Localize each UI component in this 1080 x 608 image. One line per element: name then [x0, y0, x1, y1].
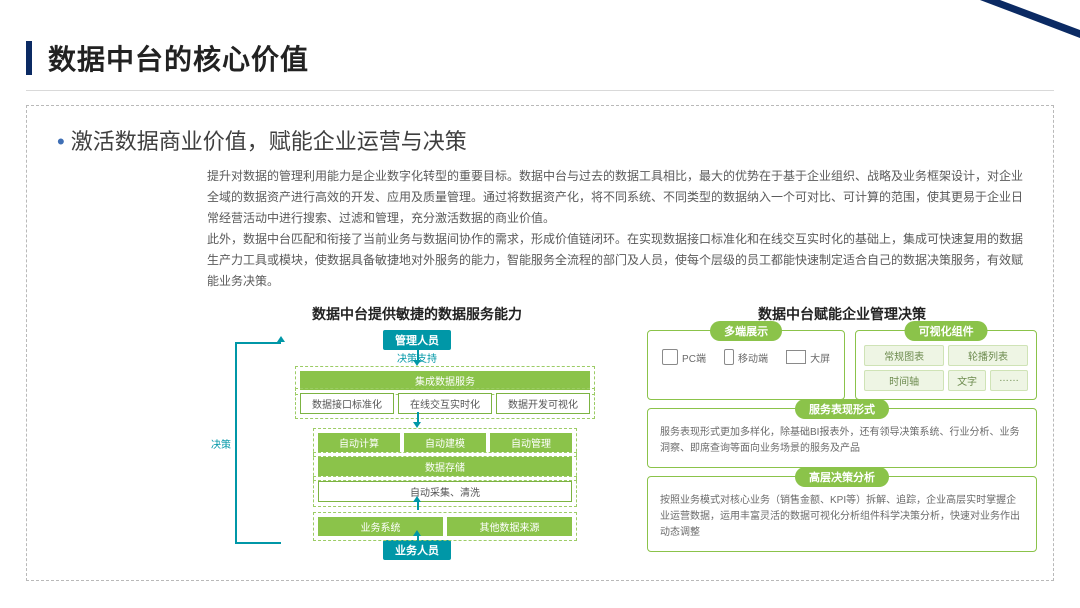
diagrams-row: 数据中台提供敏捷的数据服务能力 管理人员 业务人员 决策 决策支持 [217, 304, 1033, 560]
loop-top-h [235, 342, 281, 344]
content-box: •激活数据商业价值，赋能企业运营与决策 提升对数据的管理利用能力是企业数字化转型… [26, 105, 1054, 581]
dev-pc-label: PC端 [682, 350, 706, 365]
right-diagram-col: 数据中台赋能企业管理决策 多端展示 PC端 移动端 大屏 可视化组件 [647, 304, 1037, 560]
loop-left-v [235, 342, 237, 542]
panel-decision-title: 高层决策分析 [795, 467, 889, 487]
subtitle: •激活数据商业价值，赋能企业运营与决策 [57, 124, 1033, 156]
left-diagram: 管理人员 业务人员 决策 决策支持 集成数据服务 [217, 330, 617, 560]
role-top: 管理人员 [383, 330, 451, 350]
panel-display-title: 多端展示 [710, 321, 782, 341]
left-diagram-title: 数据中台提供敏捷的数据服务能力 [217, 304, 617, 324]
arrow4-head [413, 530, 421, 536]
chip-3: 文字 [948, 370, 986, 391]
monitor-icon [662, 349, 678, 365]
title-accent-bar [26, 41, 32, 75]
dev-mobile: 移动端 [724, 349, 768, 365]
panel-viz-title: 可视化组件 [905, 321, 988, 341]
loop-arrow-up [277, 336, 285, 342]
loop-bot-h [235, 542, 281, 544]
panel-service-title: 服务表现形式 [795, 399, 889, 419]
chip-0: 常规图表 [864, 345, 944, 366]
right-row-2: 服务表现形式 服务表现形式更加多样化，除基础BI报表外，还有领导决策系统、行业分… [647, 408, 1037, 468]
lbl-decision: 决策 [211, 436, 231, 451]
src-1: 其他数据来源 [447, 517, 572, 536]
std-0: 数据接口标准化 [300, 393, 394, 414]
panel-viz: 可视化组件 常规图表 轮播列表 时间轴 文字 …… [855, 330, 1037, 400]
dev-bigscreen-label: 大屏 [810, 350, 830, 365]
page-title: 数据中台的核心价值 [48, 38, 309, 78]
panel-service-desc: 服务表现形式更加多样化，除基础BI报表外，还有领导决策系统、行业分析、业务洞察、… [656, 423, 1028, 459]
right-row-1: 多端展示 PC端 移动端 大屏 可视化组件 常规图表 轮播列表 时间轴 [647, 330, 1037, 400]
phone-icon [724, 349, 734, 365]
grp-collect: 自动采集、清洗 [313, 476, 577, 507]
grp-std: 数据接口标准化 在线交互实时化 数据开发可视化 [295, 388, 595, 419]
title-underline [26, 90, 1054, 91]
chip-4: …… [990, 370, 1028, 391]
device-row: PC端 移动端 大屏 [656, 345, 836, 369]
arrow3-head [413, 496, 421, 502]
right-diagram: 多端展示 PC端 移动端 大屏 可视化组件 常规图表 轮播列表 时间轴 [647, 330, 1037, 552]
left-diagram-col: 数据中台提供敏捷的数据服务能力 管理人员 业务人员 决策 决策支持 [217, 304, 617, 560]
dev-pc: PC端 [662, 349, 706, 365]
auto-1: 自动建模 [404, 433, 486, 452]
bullet-icon: • [57, 129, 65, 154]
src-0: 业务系统 [318, 517, 443, 536]
right-row-3: 高层决策分析 按照业务模式对核心业务（销售金额、KPI等）拆解、追踪，企业高层实… [647, 476, 1037, 552]
panel-display: 多端展示 PC端 移动端 大屏 [647, 330, 845, 400]
chip-2: 时间轴 [864, 370, 944, 391]
store: 数据存储 [318, 457, 572, 476]
panel-service: 服务表现形式 服务表现形式更加多样化，除基础BI报表外，还有领导决策系统、行业分… [647, 408, 1037, 468]
std-1: 在线交互实时化 [398, 393, 492, 414]
collect: 自动采集、清洗 [318, 481, 572, 502]
auto-2: 自动管理 [490, 433, 572, 452]
dev-mobile-label: 移动端 [738, 350, 768, 365]
panel-decision: 高层决策分析 按照业务模式对核心业务（销售金额、KPI等）拆解、追踪，企业高层实… [647, 476, 1037, 552]
paragraph-2: 此外，数据中台匹配和衔接了当前业务与数据间协作的需求，形成价值链闭环。在实现数据… [207, 229, 1023, 292]
chip-1: 轮播列表 [948, 345, 1028, 366]
subtitle-text: 激活数据商业价值，赋能企业运营与决策 [71, 129, 467, 154]
corner-decoration [980, 0, 1080, 38]
std-2: 数据开发可视化 [496, 393, 590, 414]
auto-0: 自动计算 [318, 433, 400, 452]
panel-decision-desc: 按照业务模式对核心业务（销售金额、KPI等）拆解、追踪，企业高层实时掌握企业运营… [656, 491, 1028, 543]
dev-bigscreen: 大屏 [786, 350, 830, 365]
title-row: 数据中台的核心价值 [0, 0, 1080, 78]
grp-src: 业务系统 其他数据来源 [313, 512, 577, 541]
bigscreen-icon [786, 350, 806, 364]
paragraph-1: 提升对数据的管理利用能力是企业数字化转型的重要目标。数据中台与过去的数据工具相比… [207, 166, 1023, 229]
chip-grid: 常规图表 轮播列表 时间轴 文字 …… [864, 345, 1028, 391]
